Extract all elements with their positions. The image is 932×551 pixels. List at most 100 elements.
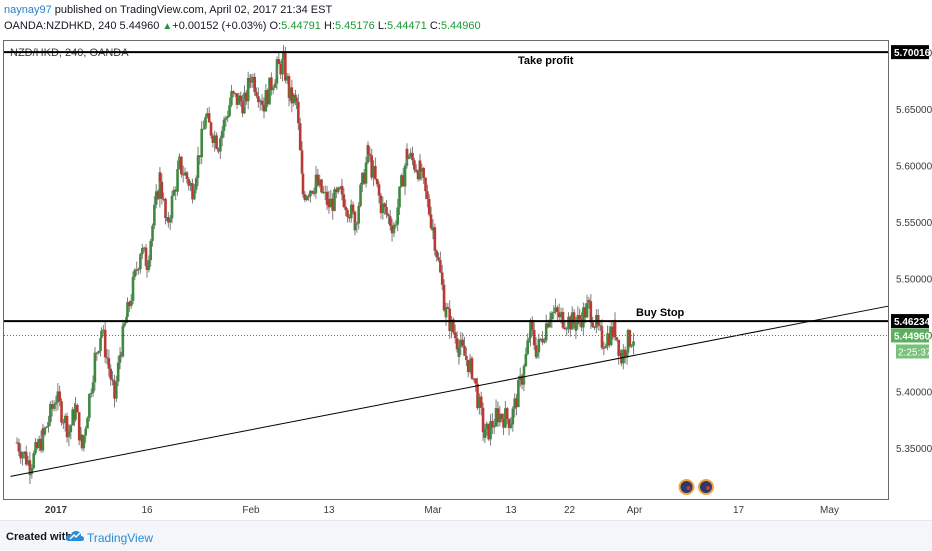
candle-body — [178, 156, 181, 158]
candle — [316, 168, 320, 187]
candle — [77, 412, 81, 446]
change-value: +0.00152 (+0.03%) — [172, 20, 267, 32]
candle — [219, 135, 222, 159]
candle-body — [582, 307, 585, 328]
candle — [118, 347, 122, 370]
candle — [556, 305, 559, 322]
y-tick-label: 5.65000 — [896, 105, 932, 116]
candle-body — [102, 329, 105, 331]
candle-body — [230, 91, 233, 99]
candle-body — [165, 217, 168, 219]
candle-body — [50, 404, 54, 409]
candle — [137, 267, 140, 275]
publish-line: naynay97 published on TradingView.com, A… — [4, 3, 332, 17]
candle — [39, 430, 43, 453]
tradingview-brand[interactable]: TradingView — [87, 531, 154, 545]
candle-body — [30, 468, 34, 474]
candle-body — [273, 83, 277, 88]
candle — [235, 93, 239, 109]
candle-body — [196, 155, 200, 179]
candle-body — [623, 349, 627, 357]
candle — [427, 194, 431, 217]
x-tick-label: 16 — [141, 505, 153, 516]
candle-body — [71, 409, 74, 426]
candle-body — [144, 247, 148, 267]
candle — [625, 352, 629, 365]
x-tick-label: Feb — [242, 505, 260, 516]
candle — [613, 312, 617, 342]
candle-body — [86, 417, 89, 429]
candle — [543, 337, 546, 344]
candle-body — [285, 76, 289, 81]
candle-body — [24, 451, 28, 465]
tradingview-cloud-icon[interactable] — [65, 528, 85, 544]
candle — [295, 95, 298, 110]
x-tick-label: Apr — [627, 505, 643, 516]
candle — [400, 173, 403, 188]
candle — [433, 223, 437, 256]
candle — [226, 110, 230, 122]
candle — [505, 406, 509, 425]
candle-body — [505, 408, 509, 419]
candle — [71, 406, 74, 426]
candle-body — [357, 205, 360, 224]
candle — [209, 121, 213, 139]
candle — [147, 255, 151, 273]
candle — [99, 337, 102, 357]
take-profit-tag: 5.70016 — [894, 48, 931, 59]
candle — [474, 378, 477, 392]
candle — [336, 186, 340, 195]
candle-body — [491, 421, 494, 428]
candle-body — [47, 421, 50, 427]
candle — [405, 143, 409, 164]
candle — [62, 418, 65, 430]
candle-body — [43, 427, 47, 435]
candle-body — [459, 339, 463, 347]
candle — [121, 319, 125, 358]
candle — [28, 469, 32, 484]
candle-body — [63, 415, 67, 423]
candle — [30, 464, 34, 479]
candle — [478, 393, 481, 415]
candle — [439, 251, 442, 274]
candle — [54, 395, 58, 412]
candle-body — [137, 268, 140, 271]
candle-body — [56, 391, 60, 403]
author-link[interactable]: naynay97 — [4, 4, 52, 16]
candle-body — [613, 320, 617, 338]
candle-body — [220, 130, 224, 139]
candle-body — [187, 179, 191, 186]
candle-body — [145, 266, 149, 270]
created-with-label: Created with — [6, 531, 73, 543]
candle-body — [118, 355, 122, 363]
chart-frame[interactable] — [3, 40, 889, 500]
candle-body — [548, 319, 552, 321]
candle — [323, 185, 327, 200]
candle-body — [444, 307, 448, 318]
candle — [333, 186, 336, 212]
candle-body — [370, 155, 373, 178]
candle — [194, 175, 198, 194]
candle-body — [260, 100, 264, 105]
candle-body — [277, 59, 281, 64]
x-tick-label: 13 — [505, 505, 517, 516]
candle — [374, 157, 377, 181]
candle-body — [532, 329, 536, 346]
candle-body — [215, 135, 218, 149]
candle-body — [198, 155, 202, 158]
candle-body — [580, 319, 583, 328]
candle-body — [309, 190, 312, 197]
candle-body — [340, 185, 344, 195]
candle-body — [557, 312, 561, 318]
candle — [17, 438, 21, 457]
candle — [531, 316, 534, 335]
candle-body — [609, 326, 613, 346]
candle-body — [479, 396, 483, 408]
candle — [86, 416, 89, 429]
candle — [47, 415, 50, 433]
candle-body — [32, 453, 35, 469]
candle — [213, 130, 217, 152]
candle-body — [461, 339, 464, 346]
candle — [507, 418, 511, 436]
